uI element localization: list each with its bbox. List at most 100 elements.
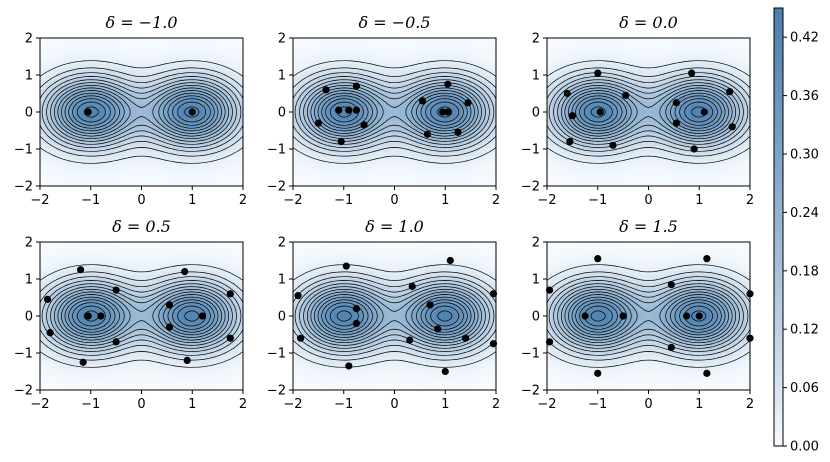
contour-level-9 bbox=[61, 294, 222, 338]
panel-4: −2 −1 0 1 2 −2 −1 0 1 2 δ = 0.5 bbox=[14, 217, 247, 412]
contour-level-12 bbox=[72, 98, 211, 126]
y-tick-label: 0 bbox=[532, 310, 540, 325]
x-tick-label: 0 bbox=[137, 397, 145, 412]
contour-level-1 bbox=[547, 60, 750, 164]
y-tick-label: 0 bbox=[25, 310, 33, 325]
contour-level-8 bbox=[564, 291, 733, 341]
y-tick-label: 2 bbox=[532, 32, 540, 47]
sample-point bbox=[609, 141, 617, 149]
x-tick-label: 1 bbox=[441, 193, 449, 208]
panels-grid: −2 −1 0 1 2 −2 −1 0 1 2 δ = −1.0 −2 −1 0 1 2 −2 −1 0 1 2 δ = … bbox=[14, 13, 754, 412]
colorbar-tick-label: 0.42 bbox=[790, 31, 819, 46]
contour-level-11 bbox=[321, 95, 468, 129]
sample-point bbox=[345, 106, 353, 114]
sample-point bbox=[46, 329, 54, 337]
y-tick-label: −1 bbox=[14, 347, 33, 362]
x-tick-label: 0 bbox=[390, 193, 398, 208]
sample-point bbox=[672, 99, 681, 107]
density-fill bbox=[547, 38, 750, 186]
colorbar-tick-label: 0.18 bbox=[790, 264, 819, 279]
sample-point bbox=[84, 108, 92, 116]
sample-point bbox=[181, 268, 189, 276]
sample-point bbox=[408, 282, 416, 290]
sample-point bbox=[672, 119, 681, 127]
contour-level-2 bbox=[293, 67, 496, 157]
panel-2: −2 −1 0 1 2 −2 −1 0 1 2 δ = −0.5 bbox=[267, 13, 500, 208]
sample-point bbox=[566, 138, 574, 146]
y-tick-label: 2 bbox=[278, 32, 286, 47]
sample-points bbox=[563, 69, 736, 153]
contour-level-4 bbox=[41, 280, 242, 352]
contour-level-10 bbox=[571, 92, 726, 132]
contour-level-2 bbox=[40, 271, 243, 361]
contour-level-7 bbox=[306, 288, 483, 344]
sample-point bbox=[700, 108, 708, 116]
sample-point bbox=[294, 292, 302, 300]
sample-point bbox=[444, 108, 452, 116]
y-tick-label: 2 bbox=[25, 236, 33, 251]
contour-level-4 bbox=[294, 280, 495, 352]
panel-3: −2 −1 0 1 2 −2 −1 0 1 2 δ = 0.0 bbox=[521, 13, 754, 208]
x-tick-label: 0 bbox=[644, 193, 652, 208]
sample-point bbox=[726, 88, 734, 96]
contour-level-14 bbox=[83, 106, 200, 118]
x-tick-label: −1 bbox=[334, 193, 353, 208]
sample-point bbox=[342, 262, 350, 270]
contour-level-2 bbox=[547, 67, 750, 157]
sample-point bbox=[79, 358, 87, 366]
sample-point bbox=[688, 69, 696, 77]
x-tick-label: 2 bbox=[746, 397, 754, 412]
y-tick-label: 0 bbox=[278, 106, 286, 121]
sample-point bbox=[198, 312, 206, 320]
sample-point bbox=[226, 334, 234, 342]
y-tick-label: 2 bbox=[278, 236, 286, 251]
sample-point bbox=[444, 80, 452, 88]
contour-level-3 bbox=[293, 72, 496, 152]
sample-point bbox=[297, 334, 305, 342]
contour-level-4 bbox=[548, 280, 749, 352]
contour-level-3 bbox=[40, 72, 243, 152]
density-fill bbox=[293, 38, 496, 186]
contour-level-5 bbox=[553, 283, 744, 349]
sample-point bbox=[434, 325, 442, 333]
y-tick-label: −2 bbox=[14, 384, 33, 399]
sample-point bbox=[188, 108, 196, 116]
sample-point bbox=[112, 286, 120, 294]
sample-point bbox=[441, 367, 449, 376]
sample-point bbox=[418, 97, 427, 105]
sample-point bbox=[489, 290, 498, 298]
colorbar-tick-label: 0.36 bbox=[790, 89, 819, 104]
y-tick-label: 1 bbox=[532, 273, 540, 288]
sample-point bbox=[545, 338, 554, 346]
contour-level-4 bbox=[294, 76, 495, 148]
contour-level-3 bbox=[40, 276, 243, 356]
panel-title: δ = −1.0 bbox=[105, 13, 177, 32]
contour-level-6 bbox=[303, 82, 486, 142]
contour-level-10 bbox=[64, 92, 219, 132]
x-tick-label: 1 bbox=[695, 397, 703, 412]
x-tick-label: −2 bbox=[283, 397, 302, 412]
contour-level-11 bbox=[68, 299, 215, 333]
density-fill bbox=[547, 242, 750, 390]
contour-level-10 bbox=[571, 296, 726, 336]
sample-point bbox=[406, 336, 414, 344]
density-fill bbox=[293, 242, 496, 390]
sample-points bbox=[84, 108, 196, 116]
sample-point bbox=[360, 121, 368, 129]
colorbar-tick-label: 0.24 bbox=[790, 206, 819, 221]
contour-level-11 bbox=[321, 299, 468, 333]
panel-title: δ = 0.5 bbox=[112, 217, 171, 236]
sample-points bbox=[294, 256, 498, 376]
sample-point bbox=[183, 356, 191, 364]
y-tick-label: 0 bbox=[25, 106, 33, 121]
contour-lines bbox=[547, 264, 750, 368]
sample-point bbox=[84, 312, 92, 320]
contour-level-1 bbox=[40, 60, 243, 164]
contour-lines bbox=[40, 60, 243, 164]
sample-point bbox=[426, 301, 434, 309]
contour-level-7 bbox=[560, 288, 737, 344]
contour-level-8 bbox=[310, 291, 479, 341]
colorbar-gradient bbox=[773, 7, 784, 447]
contour-level-12 bbox=[325, 302, 464, 330]
sample-point bbox=[352, 305, 361, 313]
